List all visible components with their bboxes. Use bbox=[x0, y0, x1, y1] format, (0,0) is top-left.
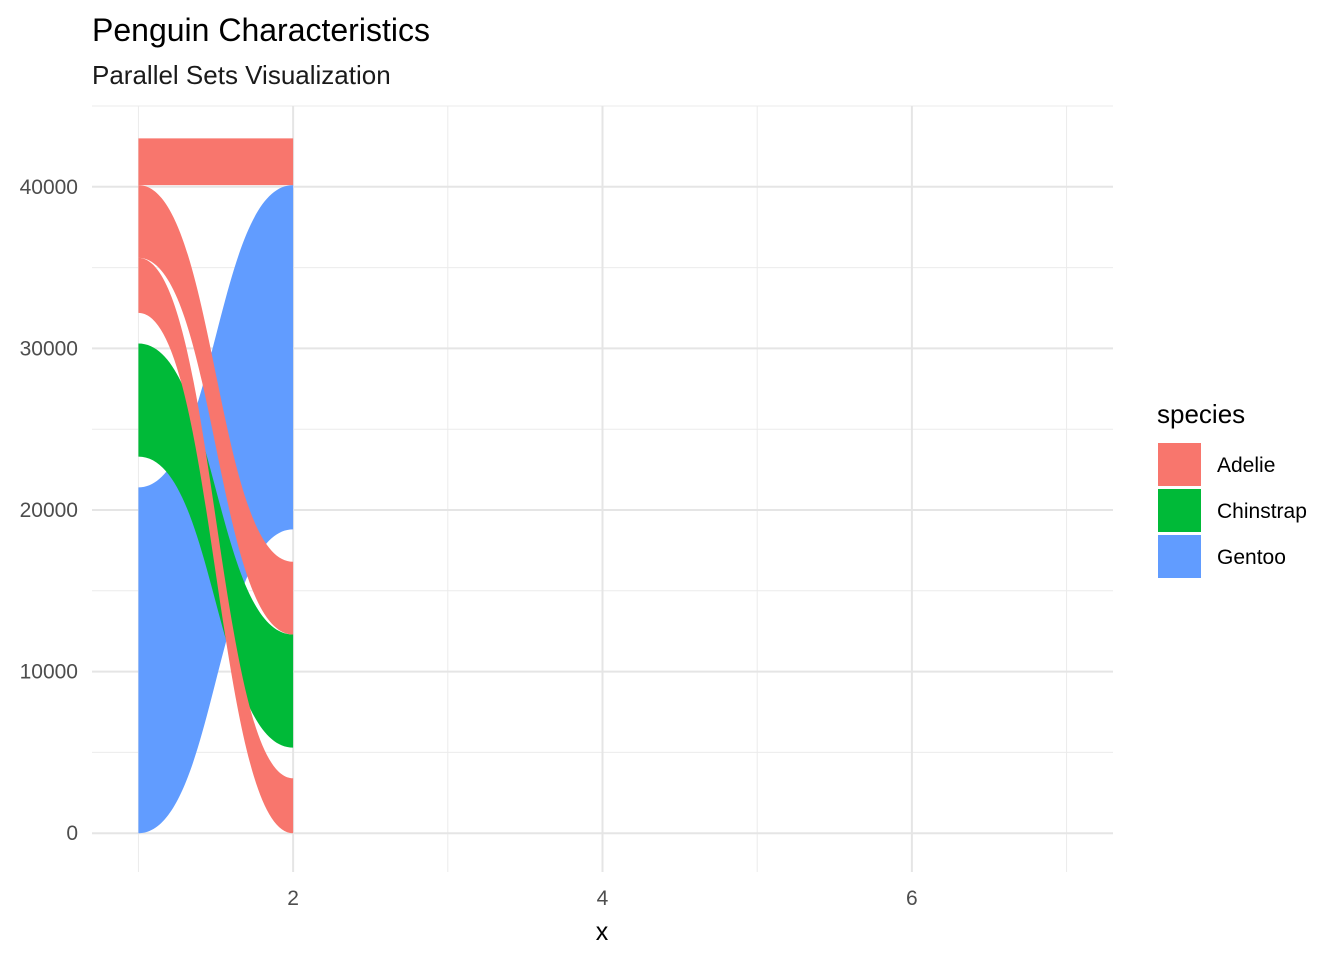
legend: species Adelie Chinstrap Gentoo bbox=[1157, 399, 1307, 578]
y-tick-label: 10000 bbox=[20, 661, 78, 684]
y-tick-label: 20000 bbox=[20, 499, 78, 522]
y-tick-label: 30000 bbox=[20, 337, 78, 360]
legend-swatch-adelie bbox=[1158, 443, 1201, 486]
legend-label-gentoo: Gentoo bbox=[1217, 546, 1286, 569]
ribbon-adelie bbox=[138, 257, 294, 834]
legend-label-adelie: Adelie bbox=[1217, 454, 1275, 477]
legend-swatch-chinstrap bbox=[1158, 489, 1201, 532]
ribbon-adelie bbox=[138, 138, 294, 186]
legend-label-chinstrap: Chinstrap bbox=[1217, 500, 1307, 523]
x-tick-label: 4 bbox=[597, 887, 609, 910]
chart-title: Penguin Characteristics bbox=[92, 12, 430, 48]
x-axis-title: x bbox=[596, 918, 609, 946]
legend-title: species bbox=[1157, 399, 1245, 429]
ribbon-adelie bbox=[138, 185, 294, 635]
ribbons bbox=[138, 138, 294, 834]
x-tick-label: 2 bbox=[287, 887, 299, 910]
x-tick-label: 6 bbox=[906, 887, 918, 910]
y-tick-label: 0 bbox=[66, 822, 78, 845]
chart-subtitle: Parallel Sets Visualization bbox=[92, 60, 391, 90]
legend-swatch-gentoo bbox=[1158, 535, 1201, 578]
tick-labels: 0 10000 20000 30000 40000 2 4 6 bbox=[20, 176, 918, 910]
y-tick-label: 40000 bbox=[20, 176, 78, 199]
